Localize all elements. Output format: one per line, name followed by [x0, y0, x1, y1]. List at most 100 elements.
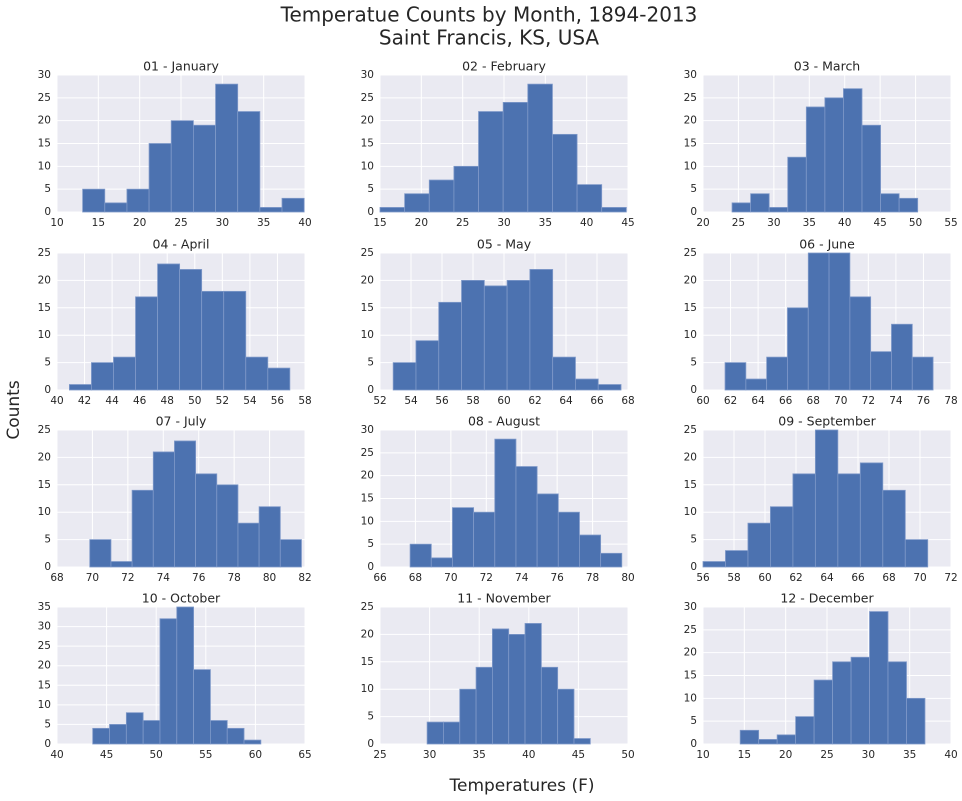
y-tick-label: 0	[44, 206, 51, 218]
x-tick-label: 76	[550, 572, 564, 584]
subplot: 0 5 10 15 20 25 30 15 20 25 30 35 40 45 02 - February	[361, 59, 635, 230]
y-tick-label: 25	[38, 640, 51, 652]
x-tick-label: 82	[298, 572, 311, 584]
y-tick-label: 0	[367, 384, 374, 396]
histogram-bar	[906, 697, 926, 745]
y-tick-label: 20	[361, 274, 374, 286]
x-tick-label: 56	[435, 395, 449, 407]
x-tick-label: 44	[105, 395, 119, 407]
x-tick-label: 25	[456, 217, 469, 229]
x-tick-label: 80	[621, 572, 634, 584]
x-tick-label: 68	[621, 395, 634, 407]
figure-title: Temperatue Counts by Month, 1894-2013	[280, 3, 698, 27]
subplot-title: 11 - November	[457, 591, 551, 606]
histogram-bar	[731, 202, 752, 213]
x-tick-label: 30	[497, 217, 510, 229]
x-tick-label: 66	[590, 395, 604, 407]
histogram-bar	[459, 688, 477, 745]
x-tick-label: 50	[621, 749, 634, 761]
histogram-bar	[237, 111, 261, 213]
x-tick-label: 45	[572, 749, 585, 761]
x-tick-label: 25	[732, 217, 745, 229]
x-tick-label: 64	[751, 395, 765, 407]
subplot: 0 5 10 15 20 25 52 54 56 58 60 62 64 66 68 05 - May	[361, 237, 635, 408]
histogram-bar	[89, 539, 112, 568]
y-tick-label: 20	[361, 470, 374, 482]
x-tick-label: 50	[188, 395, 201, 407]
x-tick-label: 62	[724, 395, 737, 407]
y-tick-label: 15	[684, 138, 697, 150]
histogram-bar	[148, 143, 172, 213]
histogram-bar	[461, 279, 485, 391]
y-tick-label: 0	[367, 561, 374, 573]
histogram-bar	[887, 661, 907, 745]
histogram-bar	[201, 290, 225, 391]
histogram-bar	[536, 493, 559, 568]
x-tick-label: 65	[298, 749, 311, 761]
y-tick-label: 5	[44, 534, 51, 546]
histogram-bar	[770, 506, 794, 568]
histogram-bar	[843, 88, 863, 213]
x-tick-label: 52	[216, 395, 229, 407]
y-tick-label: 5	[44, 183, 51, 195]
x-tick-label: 40	[838, 217, 851, 229]
histogram-bar	[828, 252, 851, 391]
x-tick-label: 40	[50, 749, 63, 761]
x-tick-label: 30	[767, 217, 780, 229]
x-tick-label: 74	[515, 572, 529, 584]
histogram-bar	[452, 507, 475, 568]
histogram-bar	[506, 279, 531, 391]
y-tick-label: 0	[44, 738, 51, 750]
subplot-title: 03 - March	[794, 59, 860, 74]
x-tick-label: 55	[199, 749, 212, 761]
x-tick-label: 66	[373, 572, 387, 584]
x-tick-label: 60	[497, 395, 510, 407]
x-tick-label: 80	[263, 572, 276, 584]
x-tick-label: 70	[834, 395, 847, 407]
x-tick-label: 15	[373, 217, 386, 229]
y-tick-label: 15	[361, 302, 374, 314]
histogram-bar	[576, 184, 603, 213]
y-tick-label: 15	[361, 656, 374, 668]
subplot: 0 5 10 15 20 25 40 42 44 46 48 50 52 54 56 58 04 - April	[38, 237, 312, 408]
x-tick-label: 58	[298, 395, 311, 407]
y-tick-label: 15	[38, 479, 51, 491]
x-tick-label: 60	[696, 395, 709, 407]
histogram-bar	[898, 197, 919, 213]
y-tick-label: 20	[361, 628, 374, 640]
histogram-bar	[259, 207, 283, 213]
x-tick-label: 66	[779, 395, 793, 407]
histogram-bar	[508, 634, 526, 745]
histogram-bar	[747, 522, 771, 568]
x-tick-label: 74	[157, 572, 171, 584]
x-tick-label: 35	[539, 217, 552, 229]
y-tick-label: 30	[361, 424, 374, 436]
x-tick-label: 64	[559, 395, 573, 407]
histogram-bar	[579, 534, 602, 568]
histogram-bar	[849, 296, 872, 391]
x-tick-label: 25	[373, 749, 386, 761]
x-tick-label: 45	[100, 749, 113, 761]
subplot: 0 5 10 15 20 25 30 10 15 20 25 30 35 40 12 - December	[684, 591, 958, 762]
histogram-bar	[69, 384, 92, 391]
histogram-bar	[575, 378, 599, 391]
histogram-bar	[281, 197, 305, 213]
histogram-bar	[776, 734, 797, 745]
y-tick-label: 25	[684, 624, 697, 636]
y-tick-label: 30	[38, 621, 51, 633]
y-tick-label: 25	[361, 247, 374, 259]
histogram-bar	[745, 378, 768, 391]
histogram-bar	[157, 263, 181, 391]
histogram-bar	[724, 362, 747, 391]
y-tick-label: 5	[44, 357, 51, 369]
y-tick-label: 15	[361, 138, 374, 150]
y-axis-label: Counts	[4, 380, 24, 439]
y-tick-label: 10	[361, 515, 374, 527]
x-tick-label: 74	[889, 395, 903, 407]
y-tick-label: 5	[367, 183, 374, 195]
y-tick-label: 20	[684, 274, 697, 286]
histogram-bar	[552, 133, 578, 213]
histogram-bar	[557, 688, 575, 745]
x-tick-label: 35	[803, 217, 816, 229]
histogram-bar	[267, 367, 291, 391]
